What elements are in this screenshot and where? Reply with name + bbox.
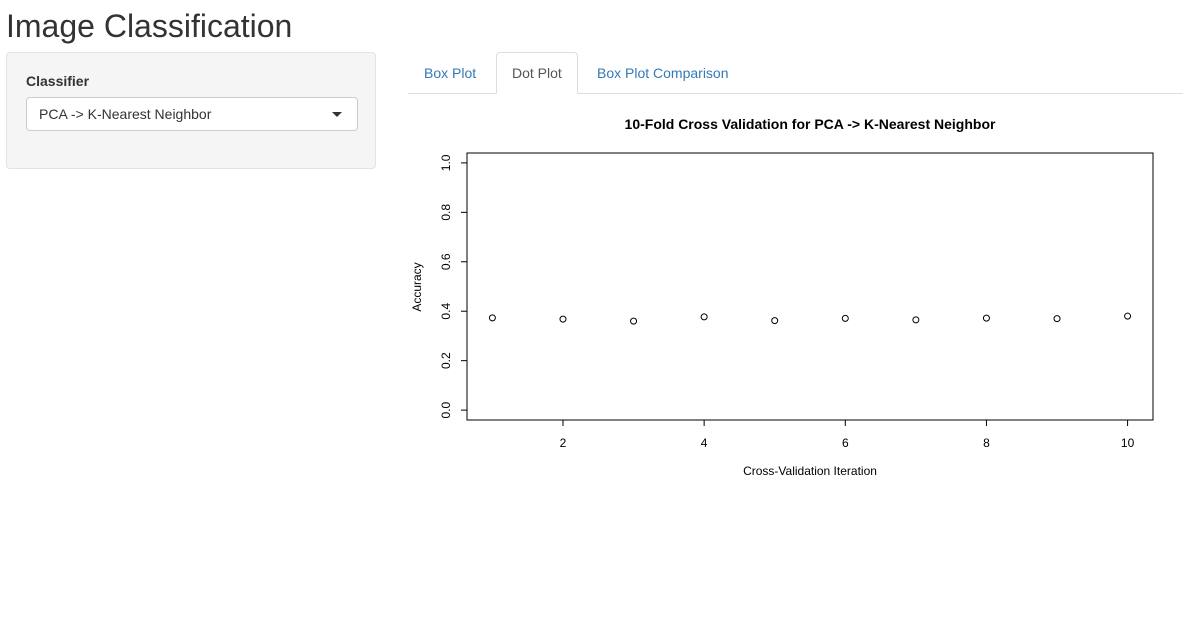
sidebar-panel: Classifier PCA -> K-Nearest Neighbor xyxy=(6,52,376,169)
dot-plot-chart: 10-Fold Cross Validation for PCA -> K-Ne… xyxy=(410,116,1154,478)
plot-frame xyxy=(466,152,1154,421)
y-tick-label: 0.4 xyxy=(439,303,453,320)
data-point xyxy=(1124,312,1132,320)
y-tick-label: 0.6 xyxy=(439,253,453,270)
x-axis-label: Cross-Validation Iteration xyxy=(743,464,877,478)
page-title: Image Classification xyxy=(6,8,293,44)
data-point xyxy=(488,314,496,322)
x-tick-label: 4 xyxy=(701,436,708,450)
tab-bar: Box Plot Dot Plot Box Plot Comparison xyxy=(408,52,1183,94)
y-axis-label: Accuracy xyxy=(410,262,424,311)
y-tick-label: 0.8 xyxy=(439,204,453,221)
y-axis: 0.0 0.2 0.4 0.6 0.8 1.0 xyxy=(439,154,467,418)
data-point xyxy=(982,314,990,322)
data-points xyxy=(488,312,1132,325)
chevron-down-icon[interactable] xyxy=(332,112,342,117)
x-tick-label: 8 xyxy=(983,436,990,450)
y-tick-label: 0.2 xyxy=(439,352,453,369)
data-point xyxy=(630,317,638,325)
data-point xyxy=(771,317,779,325)
classifier-select[interactable]: PCA -> K-Nearest Neighbor xyxy=(26,97,358,131)
data-point xyxy=(841,314,849,322)
tab-box-plot[interactable]: Box Plot xyxy=(424,65,477,81)
classifier-label: Classifier xyxy=(26,73,90,89)
data-point xyxy=(700,313,708,321)
x-tick-label: 2 xyxy=(560,436,567,450)
tab-box-plot-comparison[interactable]: Box Plot Comparison xyxy=(597,65,729,81)
classifier-selected-value: PCA -> K-Nearest Neighbor xyxy=(39,106,212,122)
chart-title: 10-Fold Cross Validation for PCA -> K-Ne… xyxy=(625,116,996,132)
data-point xyxy=(1053,315,1061,323)
x-tick-label: 6 xyxy=(842,436,849,450)
y-tick-label: 1.0 xyxy=(439,154,453,171)
x-axis: 2 4 6 8 10 xyxy=(560,420,1135,450)
x-tick-label: 10 xyxy=(1121,436,1135,450)
tab-dot-plot[interactable]: Dot Plot xyxy=(496,52,578,94)
data-point xyxy=(912,316,920,324)
y-tick-label: 0.0 xyxy=(439,401,453,418)
plot-area: 10-Fold Cross Validation for PCA -> K-Ne… xyxy=(408,100,1183,500)
data-point xyxy=(559,315,567,323)
